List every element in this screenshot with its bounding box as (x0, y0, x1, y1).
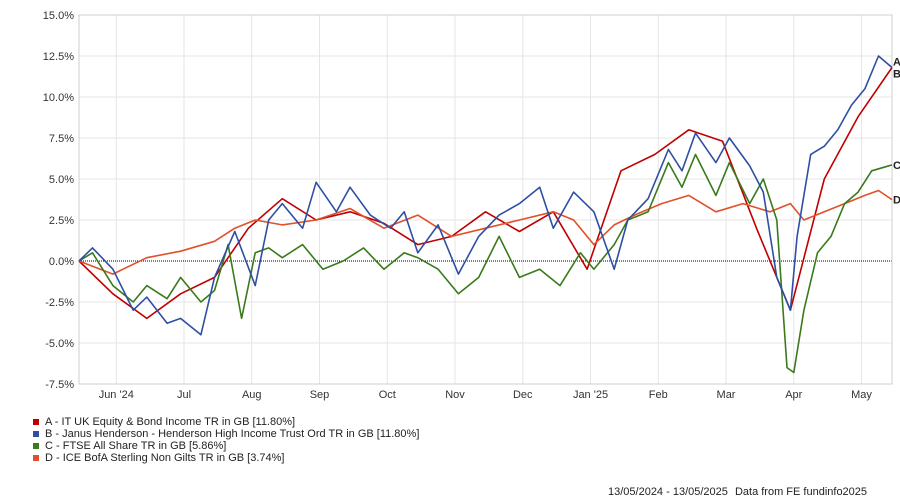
series-line-b (78, 55, 893, 336)
legend-item-d: D - ICE BofA Sterling Non Gilts TR in GB… (33, 452, 419, 464)
series-end-label-a: A (893, 56, 900, 68)
series-end-label-c: C (893, 160, 900, 172)
footer-source: Data from FE fundinfo2025 (734, 486, 868, 498)
x-tick-label: Jan '25 (573, 389, 608, 401)
x-tick-label: Jun '24 (99, 389, 134, 401)
x-tick-label: Feb (649, 389, 668, 401)
legend-item-b: B - Janus Henderson - Henderson High Inc… (33, 428, 419, 440)
legend-label-d: D - ICE BofA Sterling Non Gilts TR in GB… (45, 452, 285, 464)
legend-swatch-b (33, 431, 39, 437)
y-tick-label: 10.0% (43, 92, 74, 104)
chart-legend: A - IT UK Equity & Bond Income TR in GB … (33, 416, 419, 464)
chart-footer: 13/05/2024 - 13/05/2025 Data from FE fun… (608, 486, 867, 498)
series-end-label-b: B (893, 68, 900, 80)
y-tick-label: 2.5% (49, 215, 74, 227)
x-tick-label: Oct (379, 389, 396, 401)
y-tick-label: 7.5% (49, 133, 74, 145)
series-line-a (78, 67, 893, 320)
legend-swatch-a (33, 419, 39, 425)
x-tick-label: Mar (717, 389, 736, 401)
y-tick-label: 12.5% (43, 51, 74, 63)
legend-item-c: C - FTSE All Share TR in GB [5.86%] (33, 440, 419, 452)
legend-swatch-c (33, 443, 39, 449)
y-tick-label: -2.5% (45, 297, 74, 309)
y-tick-label: -5.0% (45, 338, 74, 350)
x-tick-label: Jul (177, 389, 191, 401)
series-line-d (78, 189, 893, 275)
legend-item-a: A - IT UK Equity & Bond Income TR in GB … (33, 416, 419, 428)
y-tick-label: 5.0% (49, 174, 74, 186)
legend-label-a: A - IT UK Equity & Bond Income TR in GB … (45, 416, 296, 428)
y-tick-label: 15.0% (43, 10, 74, 22)
x-tick-label: Nov (445, 389, 465, 401)
x-tick-label: Aug (242, 389, 262, 401)
footer-date-range: 13/05/2024 - 13/05/2025 (608, 486, 728, 498)
legend-label-c: C - FTSE All Share TR in GB [5.86%] (45, 440, 227, 452)
series-line-c (78, 153, 893, 374)
x-tick-label: Apr (785, 389, 802, 401)
legend-label-b: B - Janus Henderson - Henderson High Inc… (45, 428, 420, 440)
y-tick-label: -7.5% (45, 379, 74, 391)
series-end-label-d: D (893, 195, 900, 207)
x-tick-label: May (851, 389, 872, 401)
x-tick-label: Sep (310, 389, 330, 401)
legend-swatch-d (33, 455, 39, 461)
y-tick-label: 0.0% (49, 256, 74, 268)
x-tick-label: Dec (513, 389, 533, 401)
